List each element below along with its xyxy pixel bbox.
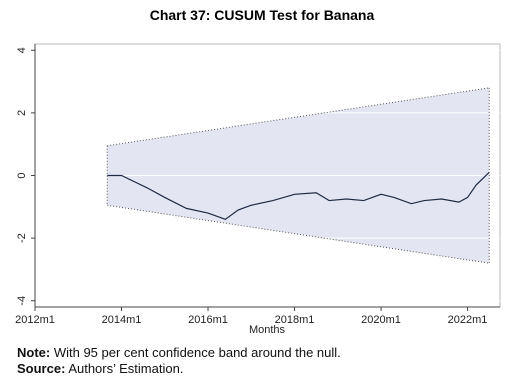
y-tick-label: 2 [16, 110, 28, 116]
source-label: Source: [17, 361, 66, 376]
source-text: Authors’ Estimation. [68, 361, 184, 376]
x-tick-label: 2020m1 [361, 314, 401, 326]
x-tick-label: 2012m1 [15, 314, 55, 326]
x-tick-label: 2014m1 [102, 314, 142, 326]
source: Source: Authors’ Estimation. [17, 361, 341, 377]
note: Note: With 95 per cent confidence band a… [17, 345, 341, 361]
x-tick-label: 2016m1 [188, 314, 228, 326]
y-tick-label: 4 [16, 47, 28, 53]
note-label: Note: [17, 345, 51, 360]
x-tick-label: 2018m1 [275, 314, 315, 326]
band-lower-edge [107, 204, 490, 264]
x-tick-label: 2022m1 [448, 314, 488, 326]
y-tick-label: 0 [16, 172, 28, 178]
chart: Chart 37: CUSUM Test for Banana Months -… [15, 7, 501, 336]
note-text: With 95 per cent confidence band around … [53, 345, 341, 360]
cusum-line [107, 171, 490, 221]
band-upper-edge [107, 87, 490, 147]
chart-title: Chart 37: CUSUM Test for Banana [150, 7, 375, 23]
y-tick-label: -2 [16, 233, 28, 243]
x-axis-label: Months [249, 324, 286, 336]
y-tick-label: -4 [16, 296, 28, 306]
notes: Note: With 95 per cent confidence band a… [17, 345, 341, 377]
